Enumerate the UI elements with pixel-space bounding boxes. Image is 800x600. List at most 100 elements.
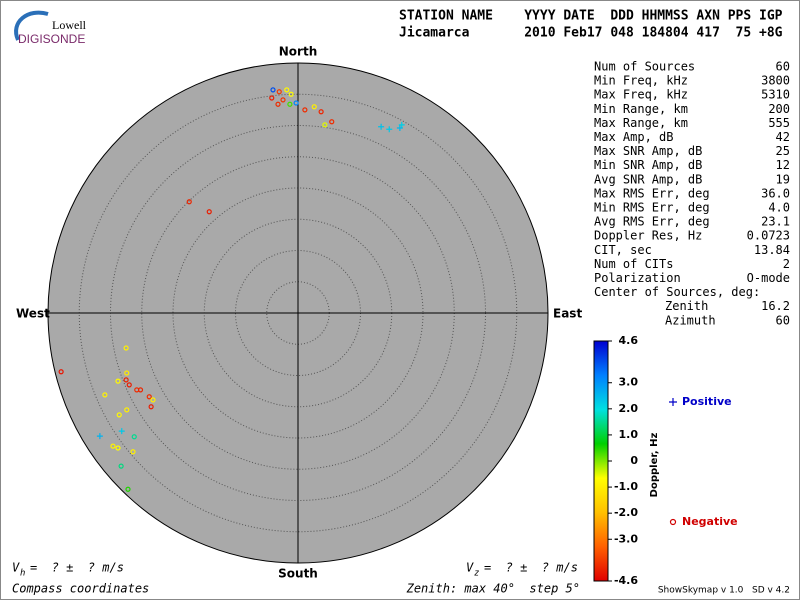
source-positive (396, 125, 403, 131)
source-negative (126, 382, 132, 388)
stat-value: 200 (768, 102, 790, 116)
legend-symbol (669, 398, 677, 406)
source-negative (124, 370, 130, 376)
stat-value: 60 (776, 60, 790, 74)
source-positive (96, 433, 103, 440)
source-negative (116, 412, 122, 418)
source-negative (146, 394, 152, 400)
stat-value: 13.84 (754, 243, 790, 257)
source-negative (275, 101, 281, 107)
stat-value: 23.1 (761, 215, 790, 229)
colorbar-label: Doppler, Hz (649, 433, 660, 498)
source-negative (302, 107, 308, 113)
source-negative (276, 89, 282, 95)
source-negative (115, 378, 121, 384)
stat-value: 42 (776, 130, 790, 144)
zenith-note: Zenith: max 40° step 5° (406, 582, 580, 596)
header-line: STATION NAME YYYY DATE DDD HHMMSS AXN PP… (399, 9, 783, 24)
center-label: Zenith (665, 299, 708, 313)
vh-text: = ? ± ? m/s (30, 561, 124, 575)
source-negative (288, 91, 294, 97)
center-value: 60 (776, 313, 790, 327)
stat-label: Doppler Res, Hz (594, 229, 702, 243)
colorbar-tick-label: 1.0 (619, 428, 639, 441)
stat-label: Avg SNR Amp, dB (594, 172, 702, 186)
center-title: Center of Sources, deg: (594, 285, 760, 299)
colorbar-tick-label: 0 (630, 454, 638, 467)
source-negative (102, 392, 108, 398)
legend-symbol (669, 518, 677, 526)
stat-label: Polarization (594, 271, 681, 285)
source-negative (318, 109, 324, 115)
stat-label: Avg RMS Err, deg (594, 215, 710, 229)
vh-symbol: V (12, 561, 20, 575)
source-negative (280, 97, 286, 103)
colorbar-tick-label: 2.0 (619, 402, 639, 415)
source-negative (124, 407, 130, 413)
source-positive (398, 121, 405, 128)
center-label: Azimuth (665, 313, 716, 327)
header-line: Jicamarca 2010 Feb17 048 184804 417 75 +… (399, 26, 783, 41)
colorbar-tick-label: -1.0 (614, 480, 638, 493)
colorbar-tick-label: 3.0 (619, 376, 639, 389)
source-negative (118, 463, 124, 469)
dir-south: South (278, 567, 318, 581)
footer: V h = ? ± ? m/s V z = ? ± ? m/s Compass … (12, 561, 790, 596)
dir-east: East (553, 307, 582, 321)
stat-label: Min SNR Amp, dB (594, 158, 702, 172)
dir-west: West (16, 307, 50, 321)
stat-value: 19 (776, 172, 790, 186)
source-negative (110, 443, 116, 449)
vh-sub: h (20, 569, 25, 579)
stat-value: 555 (768, 116, 790, 130)
source-negative (137, 387, 144, 393)
source-negative (125, 486, 131, 492)
logo-top: Lowell (52, 18, 87, 32)
center-value: 16.2 (761, 299, 790, 313)
colorbar-tick-label: -2.0 (614, 506, 638, 519)
source-negative (206, 209, 212, 215)
source-negative (130, 449, 136, 455)
source-positive (386, 126, 393, 133)
stat-label: Min RMS Err, deg (594, 201, 710, 215)
stat-label: Max Amp, dB (594, 130, 673, 144)
source-negative (293, 100, 299, 106)
logo: Lowell DIGISONDE (14, 10, 87, 46)
stat-value: 12 (776, 158, 790, 172)
source-positive (378, 123, 385, 130)
stat-label: Max Freq, kHz (594, 88, 688, 102)
legend-label: Positive (682, 395, 732, 408)
source-negative (284, 87, 290, 93)
stat-label: Min Range, km (594, 102, 688, 116)
source-negative (123, 345, 129, 351)
source-negative (311, 104, 317, 110)
stat-label: CIT, sec (594, 243, 652, 257)
vz-text: = ? ± ? m/s (484, 561, 578, 575)
logo-swoosh (14, 10, 49, 41)
stat-value: 4.0 (768, 201, 790, 215)
stat-value: O-mode (747, 271, 790, 285)
stat-label: Min Freq, kHz (594, 74, 688, 88)
stat-value: 36.0 (761, 186, 790, 200)
stat-label: Num of Sources (594, 60, 695, 74)
vz-symbol: V (466, 561, 474, 575)
stat-value: 3800 (761, 74, 790, 88)
vz-sub: z (474, 569, 479, 579)
source-negative (270, 87, 276, 93)
source-negative (269, 95, 275, 101)
stat-label: Num of CITs (594, 257, 673, 271)
stat-value: 0.0723 (747, 229, 790, 243)
colorbar-tick-label: -3.0 (614, 532, 638, 545)
source-negative (131, 434, 137, 440)
source-positive (118, 428, 125, 435)
stat-value: 25 (776, 144, 790, 158)
stat-label: Max SNR Amp, dB (594, 144, 702, 158)
colorbar-tick-label: 4.6 (619, 334, 639, 347)
source-negative (322, 122, 328, 128)
source-negative (58, 369, 64, 375)
colorbar (593, 340, 609, 582)
legend-label: Negative (682, 515, 738, 528)
stat-label: Max RMS Err, deg (594, 186, 710, 200)
source-negative (148, 404, 154, 410)
